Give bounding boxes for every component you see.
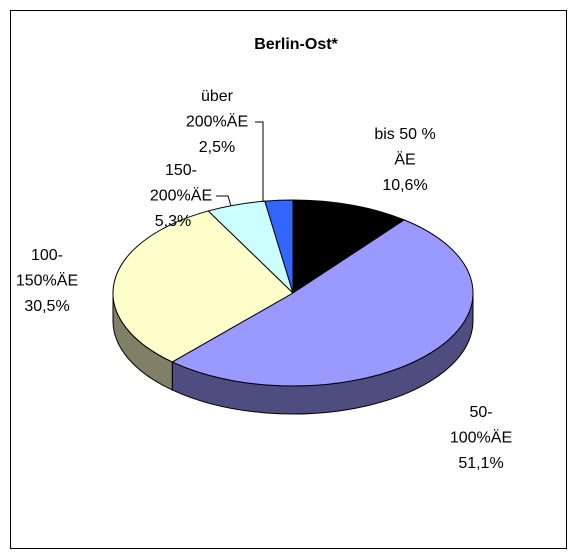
slice-label: über bbox=[201, 88, 234, 105]
slice-label: 150%ÄE bbox=[16, 272, 78, 290]
slice-label: ÄE bbox=[394, 151, 415, 169]
value-label: 30,5% bbox=[24, 298, 69, 315]
value-label: 2,5% bbox=[199, 139, 235, 156]
slice bbox=[292, 199, 406, 294]
slice-label: bis 50 % bbox=[374, 126, 435, 143]
leader-line bbox=[255, 121, 264, 202]
slice bbox=[171, 219, 474, 387]
slice-label: 100- bbox=[31, 247, 63, 264]
slice-label: 200%ÄE bbox=[150, 187, 212, 205]
value-label: 10,6% bbox=[382, 177, 427, 194]
value-label: 51,1% bbox=[458, 455, 503, 472]
slice-label: 200%ÄE bbox=[186, 113, 248, 131]
slice bbox=[264, 199, 294, 294]
slice bbox=[112, 210, 294, 363]
leader-line bbox=[216, 195, 232, 207]
slice-label: 50- bbox=[469, 404, 492, 421]
chart-title: Berlin-Ost* bbox=[254, 36, 338, 53]
slice-label: 100%ÄE bbox=[450, 429, 512, 447]
value-label: 5,3% bbox=[155, 213, 191, 230]
slice-label: 150- bbox=[165, 162, 197, 179]
